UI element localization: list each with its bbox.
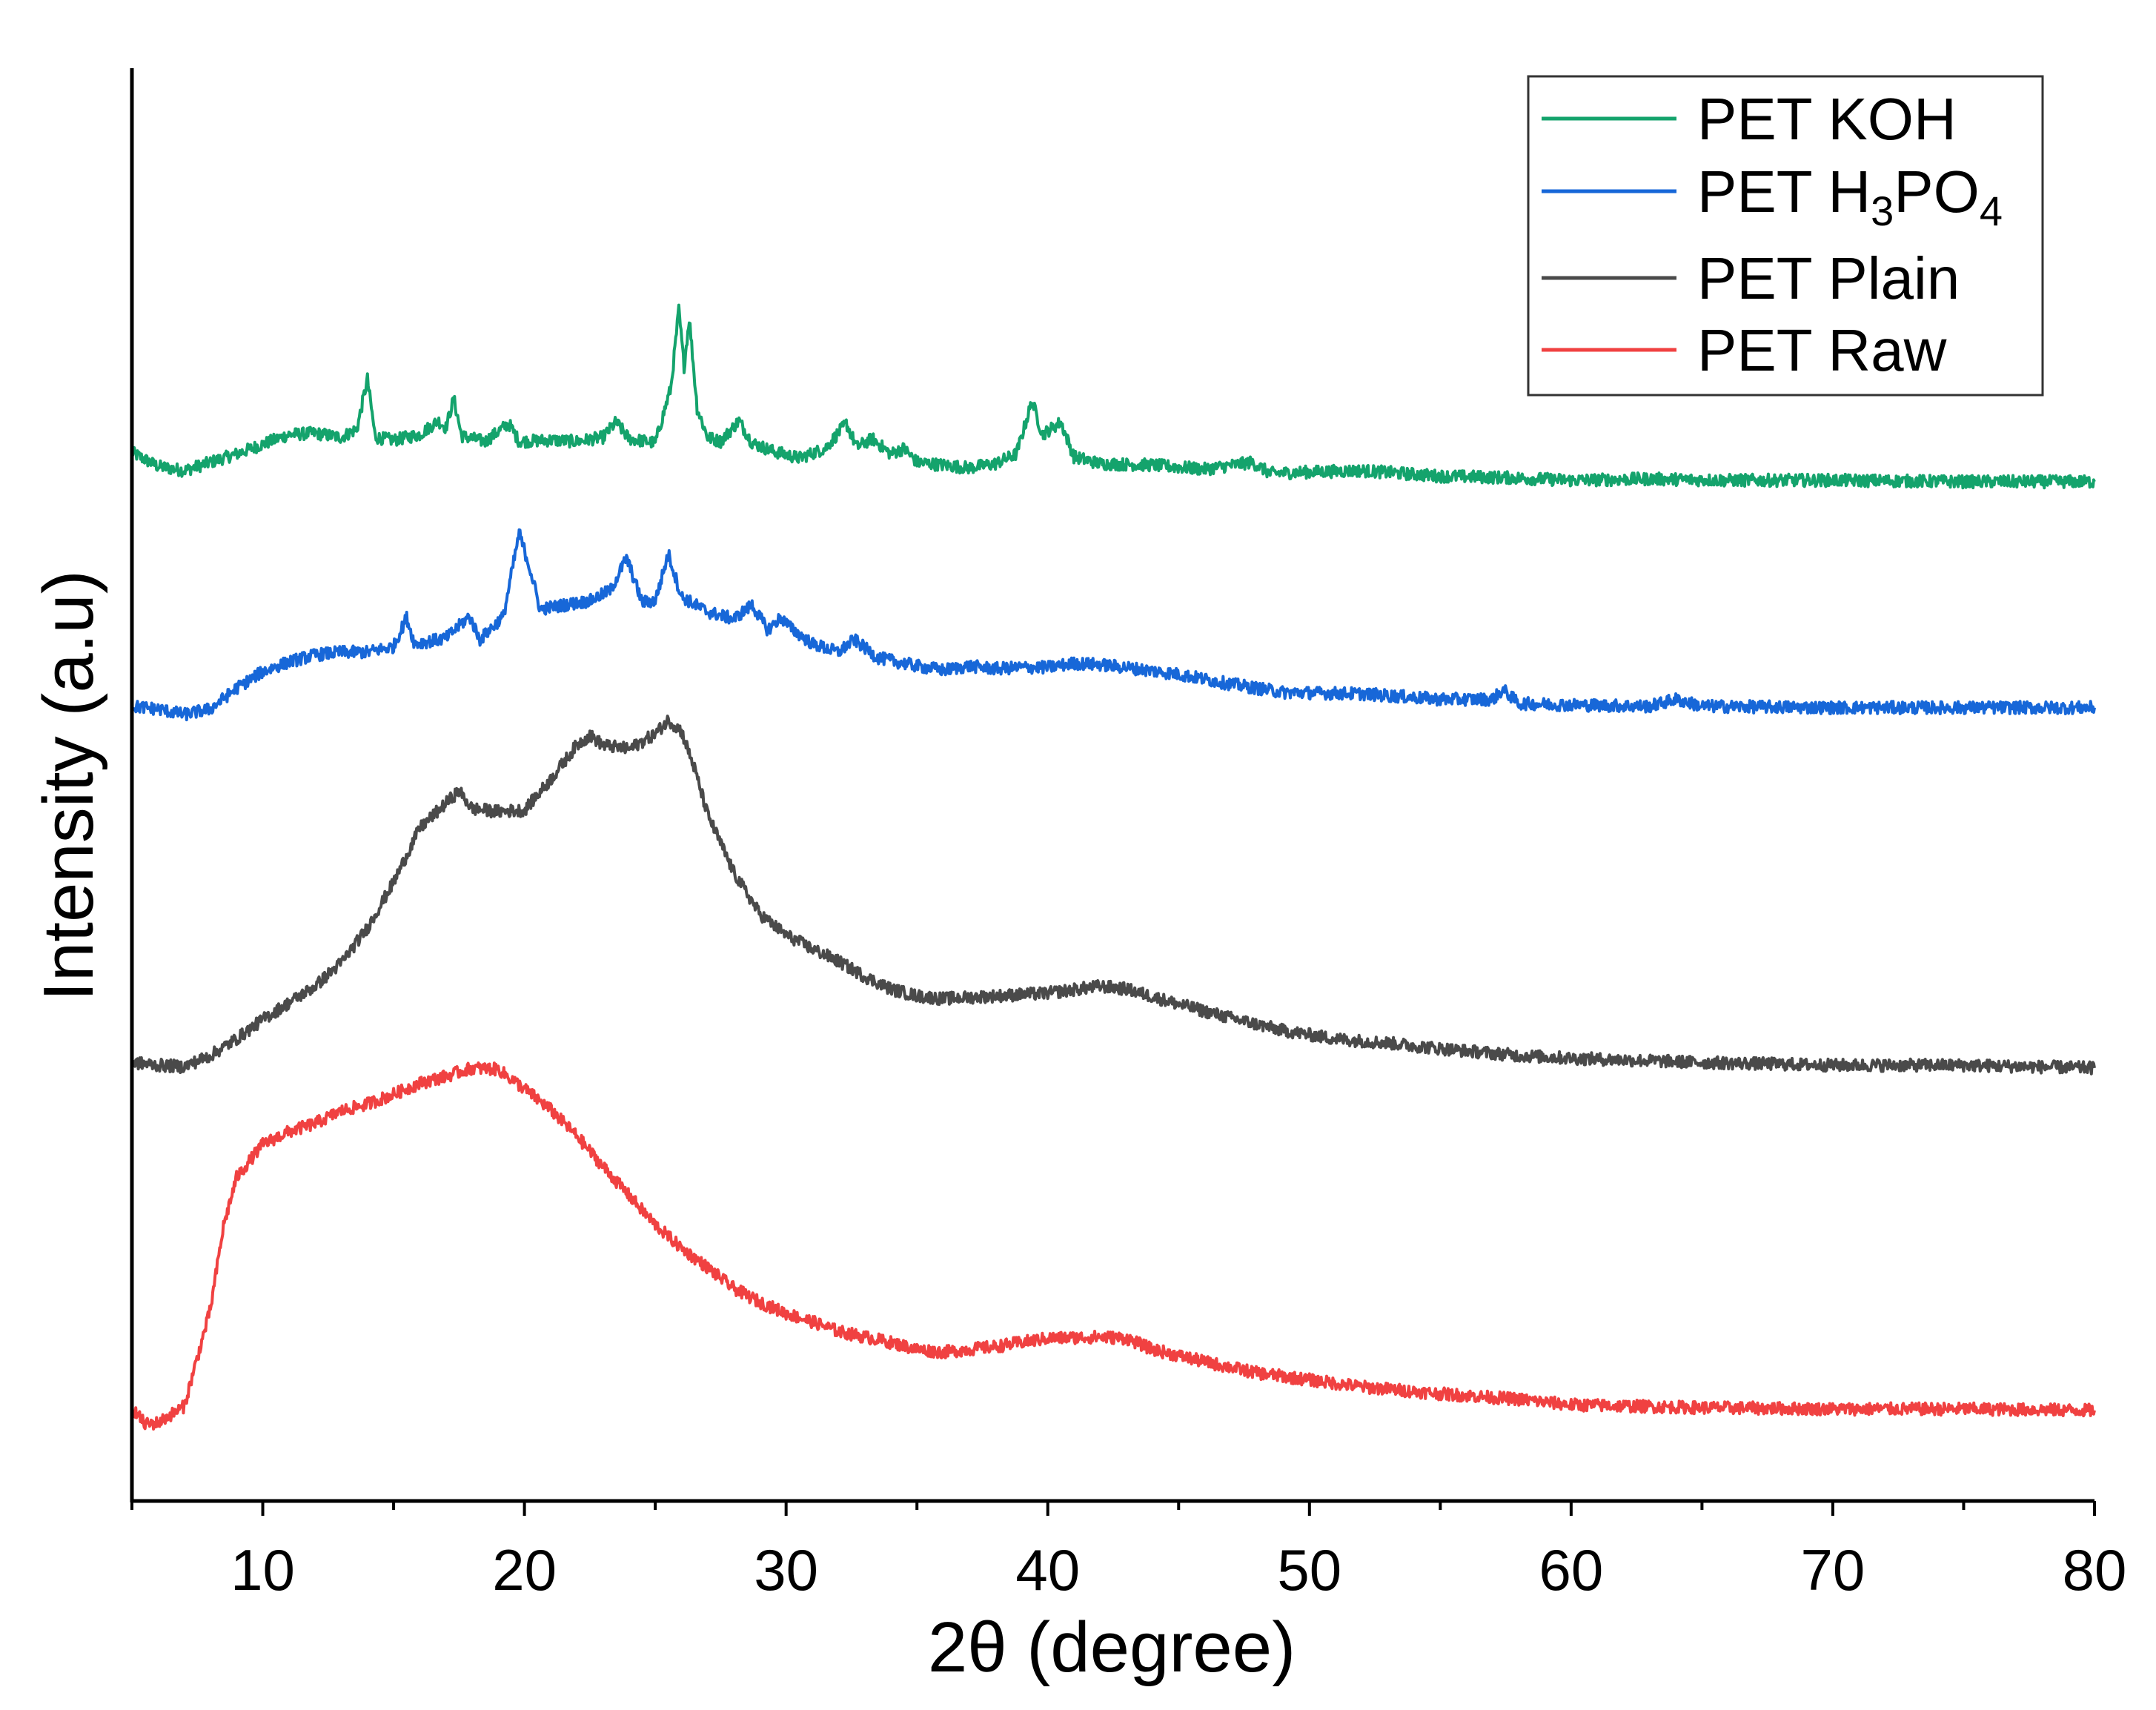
series-line-pet-koh	[130, 303, 2096, 490]
x-tick-label: 40	[1015, 1537, 1080, 1603]
x-tick-label: 30	[754, 1537, 818, 1603]
series-line-pet-h3po4	[130, 528, 2096, 722]
x-tick-label: 10	[230, 1537, 295, 1603]
legend-label: PET KOH	[1697, 86, 1957, 152]
legend-label: PET H3PO4	[1697, 159, 2003, 234]
legend-label: PET Plain	[1697, 245, 1960, 311]
series-line-pet-raw	[130, 1061, 2096, 1431]
series-group	[130, 303, 2096, 1431]
legend-box	[1527, 75, 2044, 397]
plot-area: 10 20 30 40 50 60 70 80	[130, 68, 2126, 1603]
x-ticks: 10 20 30 40 50 60 70 80	[130, 1501, 2127, 1603]
x-tick-label: 80	[2063, 1537, 2127, 1603]
x-axis-title: 2θ (degree)	[928, 1608, 1296, 1687]
x-tick-label: 50	[1277, 1537, 1341, 1603]
legend-label: PET Raw	[1697, 317, 1947, 383]
x-tick-label: 70	[1801, 1537, 1865, 1603]
y-axis-title: Intensity (a.u)	[29, 570, 108, 1001]
x-tick-label: 20	[492, 1537, 557, 1603]
x-tick-label: 60	[1539, 1537, 1603, 1603]
series-line-pet-plain	[130, 715, 2096, 1076]
